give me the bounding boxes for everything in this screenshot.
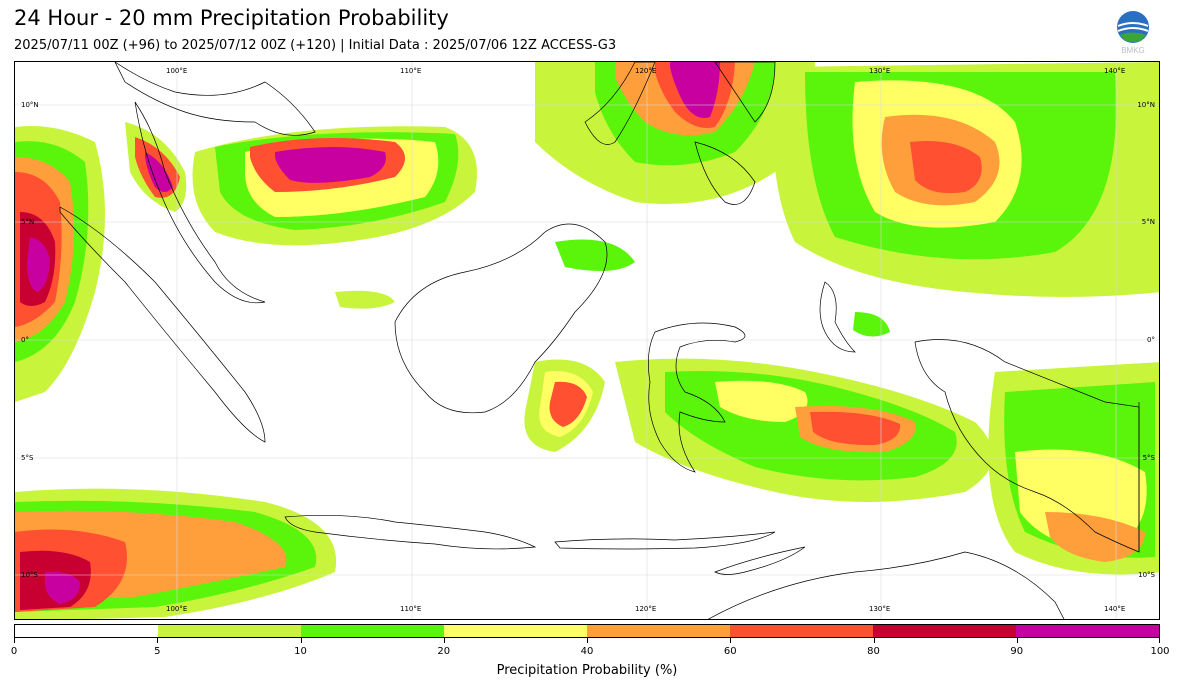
- lon-label-130e-bottom: 130°E: [869, 605, 891, 613]
- colorbar-tick-mark: [587, 638, 588, 643]
- lon-label-120e-bottom: 120°E: [635, 605, 657, 613]
- colorbar-segment-2: [301, 625, 444, 637]
- colorbar-tick-label: 100: [1150, 646, 1170, 657]
- lon-label-130e-top: 130°E: [869, 67, 891, 75]
- colorbar-tick-mark: [443, 638, 445, 643]
- lat-label-10n-right: 10°N: [1137, 101, 1155, 109]
- colorbar-segment-6: [873, 625, 1016, 637]
- map-canvas: [15, 62, 1159, 619]
- lon-label-100e-top: 100°E: [166, 67, 188, 75]
- lat-label-10n-left: 10°N: [21, 101, 39, 109]
- lon-label-110e-bottom: 110°E: [400, 605, 422, 613]
- lon-label-140e-top: 140°E: [1104, 67, 1126, 75]
- colorbar-segment-3: [444, 625, 587, 637]
- precipitation-map: 100°E 110°E 120°E 130°E 140°E 100°E 110°…: [14, 61, 1160, 620]
- lat-label-5s-left: 5°S: [21, 454, 34, 462]
- lat-label-0-left: 0°: [21, 336, 29, 344]
- colorbar-tick-label: 0: [10, 646, 18, 657]
- colorbar-title: Precipitation Probability (%): [496, 663, 678, 678]
- colorbar-tick-mark: [300, 638, 302, 643]
- lat-label-10s-left: 10°S: [21, 571, 38, 579]
- colorbar-tick-label: 10: [294, 646, 307, 657]
- colorbar-tick-label: 40: [580, 646, 594, 657]
- lon-label-100e-bottom: 100°E: [166, 605, 188, 613]
- colorbar-tick-mark: [1016, 638, 1018, 643]
- colorbar: [14, 624, 1160, 638]
- lat-label-10s-right: 10°S: [1138, 571, 1155, 579]
- colorbar-tick-mark: [873, 638, 875, 643]
- lon-label-140e-bottom: 140°E: [1104, 605, 1126, 613]
- bmkg-logo: BMKG: [1114, 10, 1152, 56]
- lat-label-5n-left: 5°N: [21, 218, 35, 226]
- colorbar-tick-mark: [730, 638, 732, 643]
- lon-label-120e-top: 120°E: [635, 67, 657, 75]
- colorbar-segment-1: [158, 625, 301, 637]
- logo-text: BMKG: [1121, 46, 1145, 55]
- lat-label-5s-right: 5°S: [1142, 454, 1155, 462]
- colorbar-segment-5: [730, 625, 873, 637]
- page-subtitle: 2025/07/11 00Z (+96) to 2025/07/12 00Z (…: [14, 38, 617, 53]
- colorbar-tick-label: 80: [867, 646, 880, 657]
- colorbar-segment-4: [587, 625, 730, 637]
- lat-label-0-right: 0°: [1147, 336, 1155, 344]
- page-title: 24 Hour - 20 mm Precipitation Probabilit…: [14, 6, 449, 30]
- colorbar-segment-7: [1016, 625, 1159, 637]
- colorbar-tick-label: 90: [1010, 646, 1024, 657]
- colorbar-tick-label: 5: [154, 646, 161, 657]
- colorbar-tick-label: 60: [723, 646, 737, 657]
- graticule: [15, 62, 1159, 619]
- colorbar-tick-mark: [157, 638, 159, 643]
- colorbar-segment-0: [15, 625, 158, 637]
- colorbar-tick-label: 20: [437, 646, 451, 657]
- colorbar-tick-mark: [14, 638, 15, 643]
- lat-label-5n-right: 5°N: [1141, 218, 1155, 226]
- colorbar-tick-mark: [1159, 638, 1160, 643]
- precipitation-field: [15, 62, 1159, 619]
- bmkg-globe-logo-icon: BMKG: [1117, 11, 1149, 55]
- lon-label-110e-top: 110°E: [400, 67, 422, 75]
- coastlines: [59, 62, 1140, 619]
